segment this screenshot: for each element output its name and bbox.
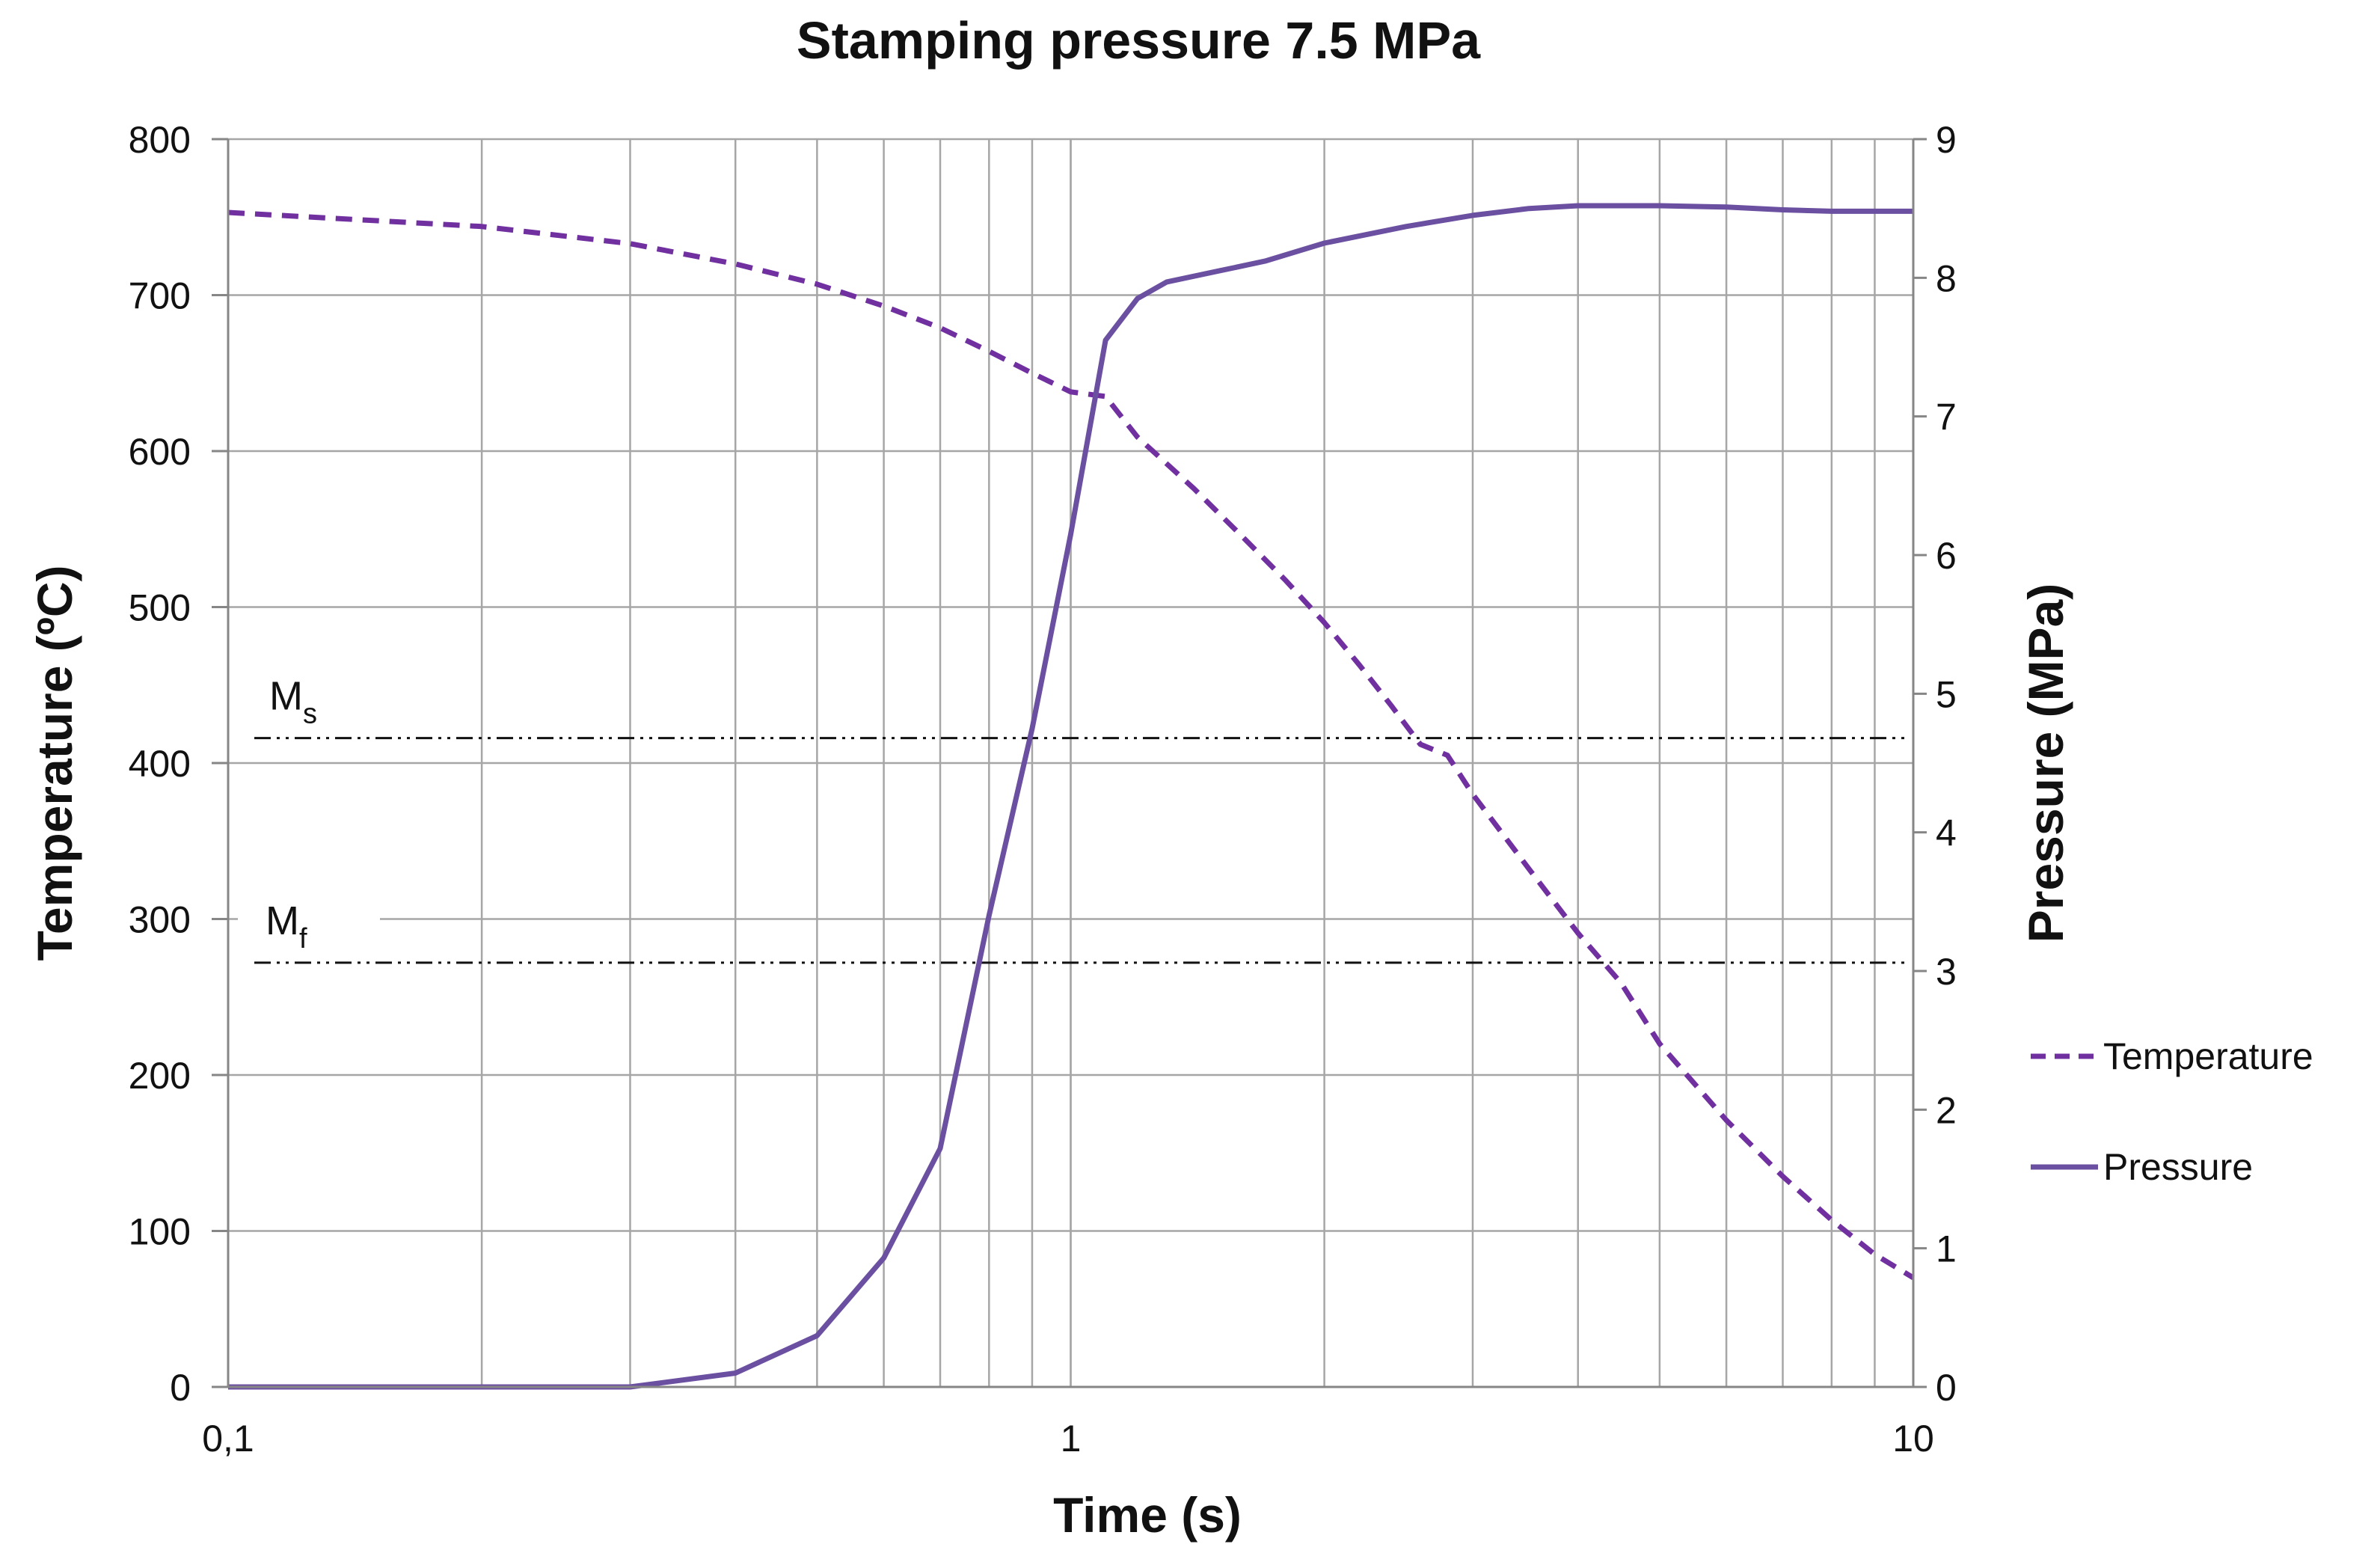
y-tick-label: 200 — [129, 1055, 191, 1097]
legend-pressure-label: Pressure — [2103, 1146, 2253, 1188]
y-tick-label: 800 — [129, 119, 191, 161]
y2-tick-label: 8 — [1936, 257, 1957, 299]
legend: Temperature Pressure — [2031, 1035, 2313, 1188]
series-temperature-line — [227, 209, 1915, 1280]
y2-tick-label: 2 — [1936, 1089, 1957, 1131]
y-tick-label: 500 — [129, 587, 191, 629]
x-tick-label: 1 — [1061, 1418, 1082, 1460]
grid — [227, 138, 1915, 1388]
y-tick-label: 0 — [170, 1367, 191, 1409]
y2-tick-label: 3 — [1936, 951, 1957, 993]
y2-tick-label: 4 — [1936, 812, 1957, 854]
y2-tick-label: 6 — [1936, 535, 1957, 577]
y2-axis-label: Pressure (MPa) — [2018, 584, 2073, 943]
annotation-label-s: Ms — [269, 674, 317, 730]
y2-tick-label: 0 — [1936, 1367, 1957, 1409]
y-tick-label: 600 — [129, 431, 191, 473]
y2-tick-label: 1 — [1936, 1228, 1957, 1270]
annotation-label-backdrop — [238, 914, 380, 924]
y2-tick-label: 5 — [1936, 673, 1957, 715]
axes — [212, 138, 1927, 1388]
y-tick-label: 300 — [129, 899, 191, 941]
x-tick-label: 10 — [1892, 1418, 1934, 1460]
series-pressure-line — [228, 203, 1913, 1390]
series-layer — [227, 203, 1915, 1390]
tick-labels: 0 100 200 300 400 500 600 700 800 0 1 2 3 4 5 6 7 8 9 0,1 1 1… — [129, 119, 1957, 1460]
annotation-label-f: Mf — [266, 898, 307, 955]
x-tick-label: 0,1 — [202, 1418, 254, 1460]
y-tick-label: 100 — [129, 1211, 191, 1253]
y-axis-label: Temperature (ºC) — [27, 566, 82, 961]
x-axis-label: Time (s) — [1053, 1487, 1242, 1543]
y2-tick-label: 7 — [1936, 396, 1957, 438]
chart-title: Stamping pressure 7.5 MPa — [797, 11, 1481, 70]
y-tick-label: 400 — [129, 743, 191, 785]
legend-temperature-label: Temperature — [2103, 1035, 2313, 1077]
y2-tick-label: 9 — [1936, 119, 1957, 161]
y-tick-label: 700 — [129, 275, 191, 317]
